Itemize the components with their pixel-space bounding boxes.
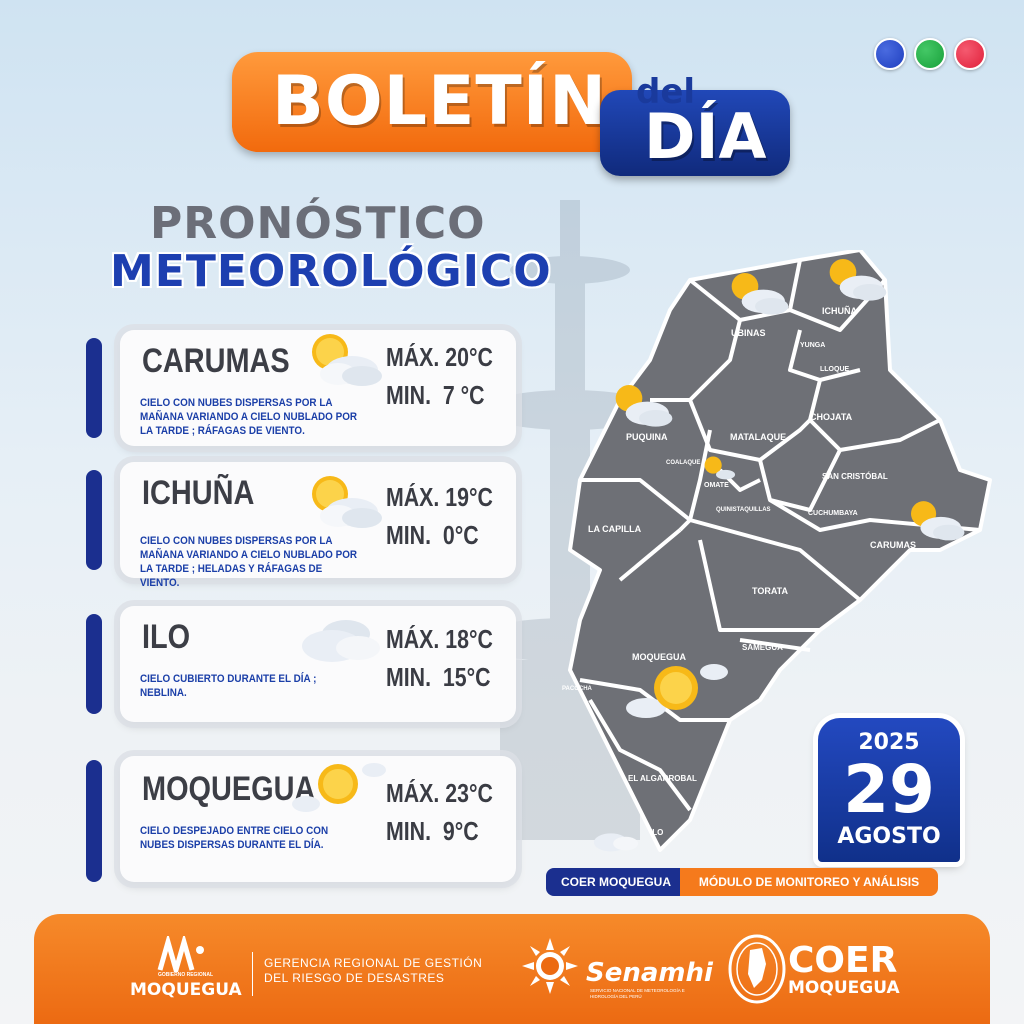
title-pronostico: PRONÓSTICO <box>150 198 486 249</box>
map-label-moquegua: MOQUEGUA <box>632 652 686 662</box>
map-label-coalaque: COALAQUE <box>666 460 701 466</box>
map-label-puquina: PUQUINA <box>626 432 668 442</box>
card-accent-bar <box>86 760 102 882</box>
senamhi-subtitle: SERVICIO NACIONAL DE METEOROLOGÍA E HIDR… <box>590 988 685 999</box>
sun-icon <box>292 763 386 812</box>
card-temp-max: MÁX. 23°C <box>386 778 493 808</box>
cloud-icon <box>593 833 639 852</box>
coer-logo-text: COER <box>788 940 898 981</box>
header-boletin: BOLETÍN <box>272 62 608 141</box>
map-label-ubinas: UBINAS <box>731 328 766 338</box>
map-label-quinistaquillas: QUINISTAQUILLAS <box>716 507 771 513</box>
forecast-card-moquegua: MOQUEGUA CIELO DESPEJADO ENTRE CIELO CON… <box>120 756 516 882</box>
header-orange-banner <box>232 52 632 152</box>
card-description: CIELO DESPEJADO ENTRE CIELO CON NUBES DI… <box>140 825 329 851</box>
sun-behind-cloud-icon <box>731 273 789 315</box>
card-temp-min: MIN. 7 °C <box>386 380 485 410</box>
map-label-el-algarrobal: EL ALGARROBAL <box>628 774 697 783</box>
tag-coer-moquegua: COER MOQUEGUA <box>546 868 686 896</box>
decor-dot-blue <box>874 38 906 70</box>
card-accent-bar <box>86 470 102 570</box>
cloud-icon <box>302 620 380 662</box>
decor-dot-red <box>954 38 986 70</box>
senamhi-logo-text: Senamhi <box>586 958 713 988</box>
card-temp-min: MIN. 15°C <box>386 662 491 692</box>
card-city: CARUMAS <box>142 342 290 380</box>
map-label-ichuna: ICHUÑA <box>822 306 857 316</box>
card-description: CIELO CON NUBES DISPERSAS POR LA MAÑANA … <box>140 535 358 589</box>
card-description: CIELO CUBIERTO DURANTE EL DÍA ; NEBLINA. <box>140 673 317 699</box>
card-city: MOQUEGUA <box>142 770 316 808</box>
gerencia-text: GERENCIA REGIONAL DE GESTIÓN DEL RIESGO … <box>264 956 483 985</box>
map-label-yunga: YUNGA <box>800 342 826 349</box>
map-label-samegua: SAMEGUA <box>742 643 783 652</box>
map-label-cuchumbaya: CUCHUMBAYA <box>808 510 858 517</box>
card-temp-min: MIN. 9°C <box>386 816 479 846</box>
map-label-la-capilla: LA CAPILLA <box>588 524 642 534</box>
map-label-carumas: CARUMAS <box>870 540 916 550</box>
sun-behind-cloud-icon <box>615 385 673 427</box>
date-day: 29 <box>843 751 935 828</box>
sun-behind-cloud-icon <box>704 456 736 480</box>
sun-behind-cloud-icon <box>312 334 382 386</box>
date-month: AGOSTO <box>837 824 941 849</box>
coer-seal-icon <box>728 934 786 1004</box>
tag-modulo-monitoreo: MÓDULO DE MONITOREO Y ANÁLISIS <box>680 868 938 896</box>
gobierno-regional-small: GOBIERNO REGIONAL <box>158 972 214 978</box>
gobierno-regional-name: MOQUEGUA <box>130 980 242 1000</box>
footer-separator <box>252 952 253 996</box>
sun-behind-cloud-icon <box>312 476 382 528</box>
forecast-card-ichuna: ICHUÑA CIELO CON NUBES DISPERSAS POR LA … <box>120 462 516 589</box>
date-badge: 2025 29 AGOSTO <box>818 718 960 862</box>
card-temp-max: MÁX. 18°C <box>386 624 493 654</box>
title-meteorologico: METEOROLÓGICO <box>110 246 552 297</box>
card-temp-max: MÁX. 19°C <box>386 482 493 512</box>
map-label-lloque: LLOQUE <box>820 366 850 373</box>
header-dia: DÍA <box>644 100 767 173</box>
card-city: ILO <box>142 618 191 656</box>
footer-bar: GOBIERNO REGIONAL MOQUEGUA GERENCIA REGI… <box>34 914 990 1024</box>
map-label-torata: TORATA <box>752 586 788 596</box>
card-temp-max: MÁX. 20°C <box>386 342 493 372</box>
header-del: del <box>636 72 696 112</box>
forecast-card-ilo: ILO CIELO CUBIERTO DURANTE EL DÍA ; NEBL… <box>120 606 516 722</box>
sun-icon <box>626 664 728 718</box>
card-description: CIELO CON NUBES DISPERSAS POR LA MAÑANA … <box>140 397 358 437</box>
card-accent-bar <box>86 338 102 438</box>
decor-dot-green <box>914 38 946 70</box>
sun-behind-cloud-icon <box>829 259 887 301</box>
forecast-card-carumas: CARUMAS CIELO CON NUBES DISPERSAS POR LA… <box>120 330 516 446</box>
card-accent-bar <box>86 614 102 714</box>
header-blue-banner <box>600 90 790 176</box>
coer-logo-subtitle: MOQUEGUA <box>788 978 900 998</box>
senamhi-sun-icon <box>522 938 578 994</box>
date-year: 2025 <box>858 730 920 755</box>
card-temp-min: MIN. 0°C <box>386 520 479 550</box>
sun-behind-cloud-icon <box>911 501 965 541</box>
map-label-omate: OMATE <box>704 482 729 489</box>
map-label-matalaque: MATALAQUE <box>730 432 787 442</box>
decor-dots <box>874 38 986 70</box>
map-label-chojata: CHOJATA <box>810 412 853 422</box>
map-label-san-cristobal: SAN CRISTÓBAL <box>822 472 888 481</box>
gobierno-regional-logo-icon <box>157 936 204 972</box>
map-label-pacocha: PACOCHA <box>562 686 592 692</box>
card-city: ICHUÑA <box>142 474 255 512</box>
map-label-ilo: ILO <box>650 828 664 837</box>
